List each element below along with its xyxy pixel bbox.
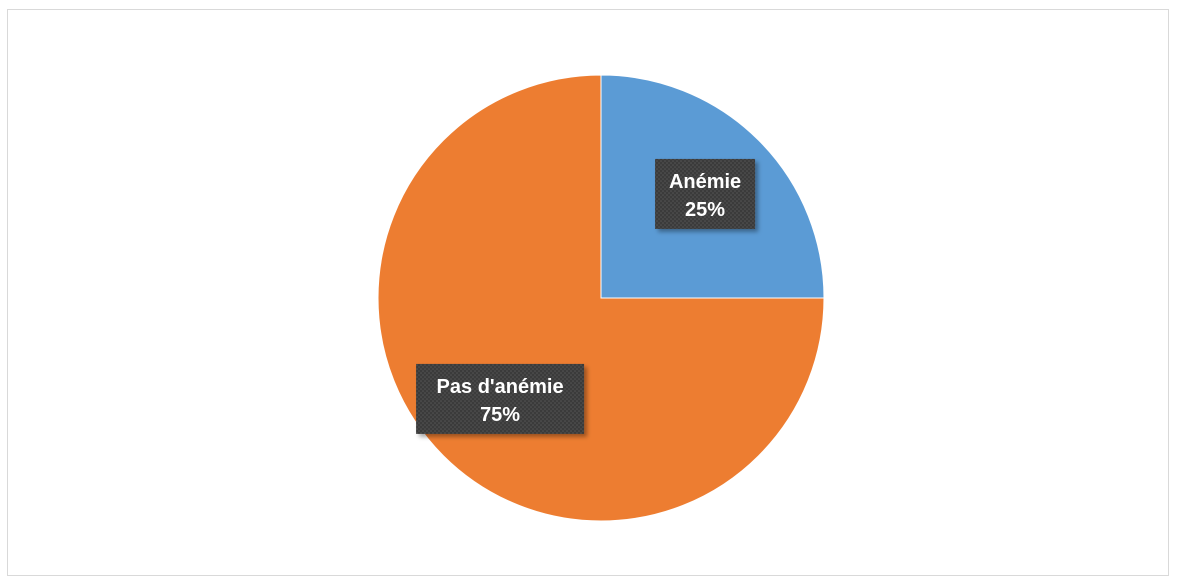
data-label-value: 75% xyxy=(480,404,520,426)
data-label-category: Anémie xyxy=(669,171,741,193)
data-label-value: 25% xyxy=(685,199,725,221)
data-label-category: Pas d'anémie xyxy=(437,376,564,398)
data-label-anemie: Anémie 25% xyxy=(655,158,756,229)
data-label-pas-anemie: Pas d'anémie 75% xyxy=(416,363,585,434)
data-label-box xyxy=(416,363,585,434)
data-label-box xyxy=(655,158,756,229)
